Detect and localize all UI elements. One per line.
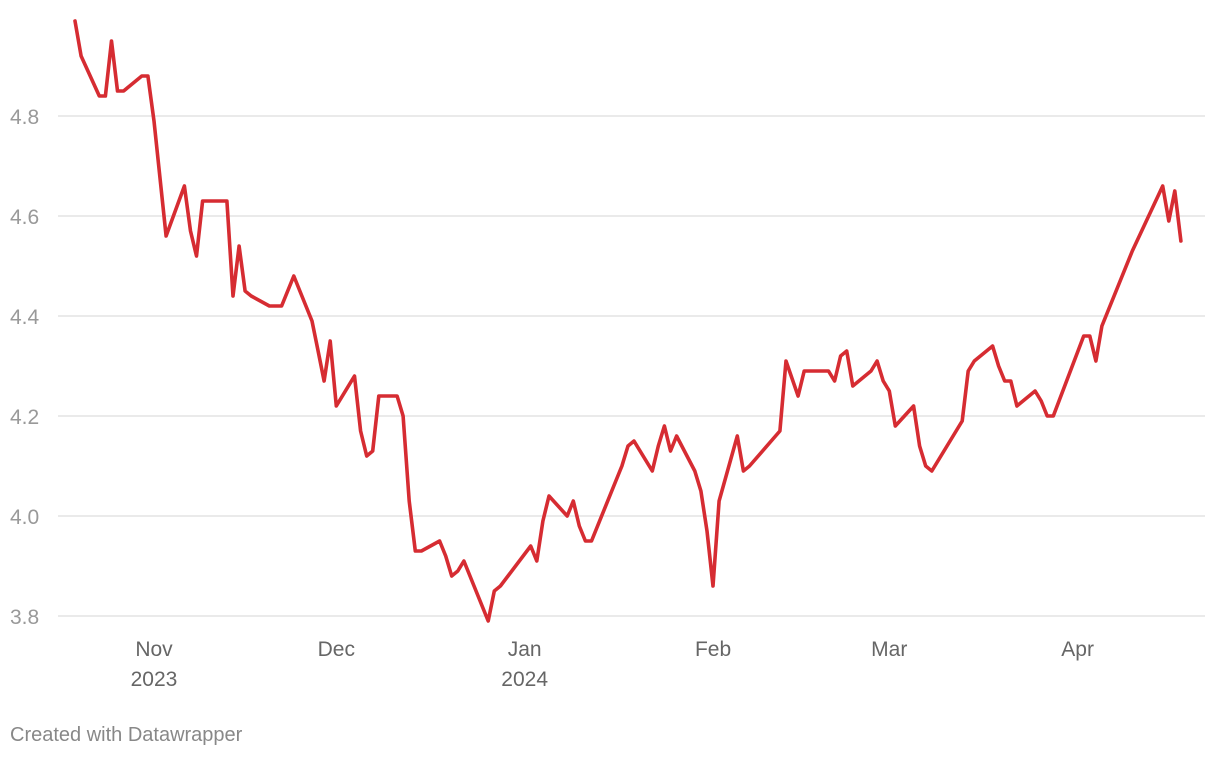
series-line [73,19,1183,623]
y-tick-label: 4.4 [10,306,40,329]
line-chart: 3.8 4.0 4.2 4.4 4.6 4.8 Nov 2023 Dec Jan 2024 Feb M… [10,19,1205,691]
x-tick-year-label: 2023 [131,668,178,691]
y-tick-label: 4.8 [10,106,39,129]
x-tick-year-label: 2024 [501,668,548,691]
x-tick-label: Mar [871,638,907,661]
y-tick-label: 4.0 [10,506,39,529]
x-tick-label: Dec [318,638,355,661]
x-tick-label: Apr [1061,638,1094,661]
x-tick-label: Feb [695,638,731,661]
y-tick-label: 4.6 [10,206,39,229]
x-axis-labels: Nov 2023 Dec Jan 2024 Feb Mar Apr [131,638,1094,691]
y-tick-label: 4.2 [10,406,39,429]
gridlines [58,115,1205,617]
series-line-layer [73,19,1183,623]
datawrapper-credit: Created with Datawrapper [10,724,243,746]
x-tick-label: Nov [135,638,173,661]
x-tick-label: Jan [508,638,542,661]
y-axis-labels: 3.8 4.0 4.2 4.4 4.6 4.8 [10,106,40,629]
y-tick-label: 3.8 [10,606,39,629]
